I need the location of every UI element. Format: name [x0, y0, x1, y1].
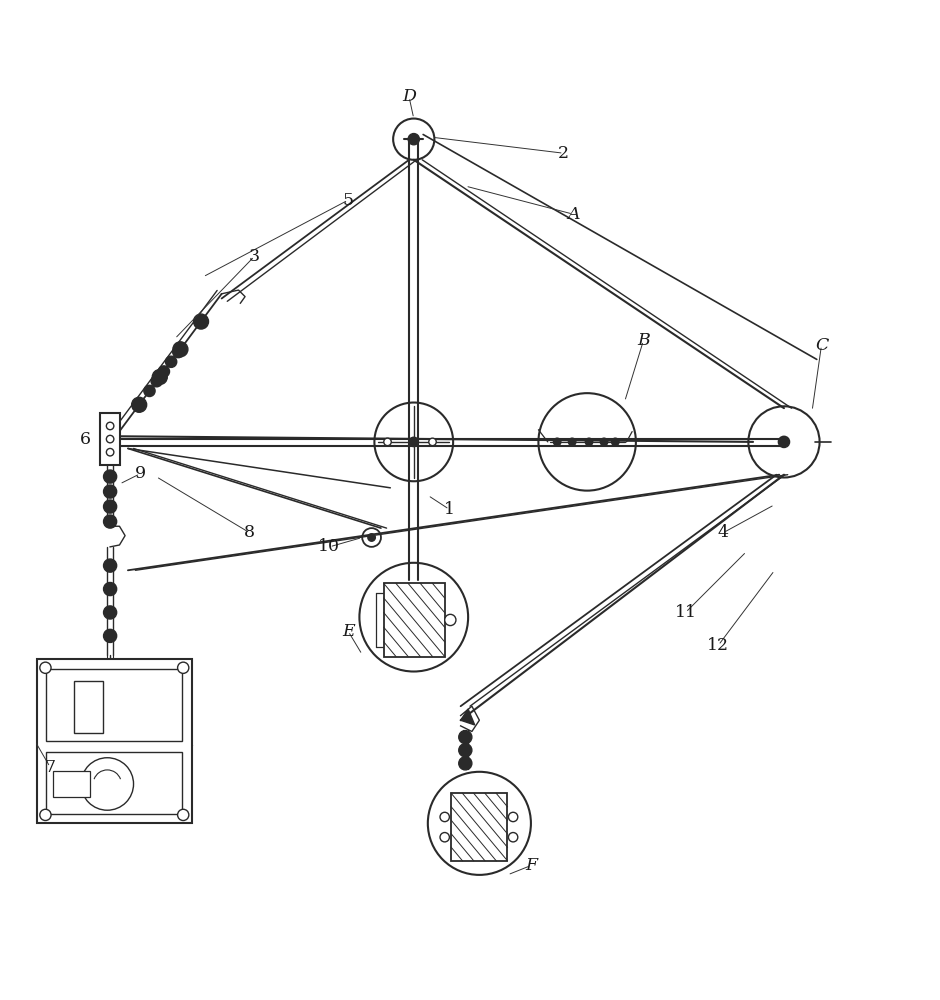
- Circle shape: [103, 470, 117, 483]
- Text: 9: 9: [134, 465, 146, 482]
- Circle shape: [429, 438, 436, 446]
- Text: 5: 5: [342, 192, 353, 209]
- Bar: [451, 793, 508, 861]
- Text: 8: 8: [244, 524, 256, 541]
- Circle shape: [103, 629, 117, 642]
- Circle shape: [586, 438, 593, 446]
- Circle shape: [103, 500, 117, 513]
- Bar: [53, 771, 90, 797]
- Text: 1: 1: [444, 501, 455, 518]
- Circle shape: [459, 744, 472, 757]
- Circle shape: [554, 438, 561, 446]
- Text: F: F: [525, 857, 537, 874]
- Circle shape: [509, 833, 518, 842]
- Text: A: A: [567, 206, 579, 223]
- Circle shape: [39, 809, 51, 821]
- Text: 10: 10: [319, 538, 340, 555]
- Circle shape: [368, 534, 375, 541]
- Text: D: D: [402, 88, 416, 105]
- Circle shape: [440, 833, 449, 842]
- Bar: [100, 413, 120, 465]
- Text: 11: 11: [675, 604, 697, 621]
- Text: B: B: [637, 332, 650, 349]
- Text: 3: 3: [249, 248, 260, 265]
- Circle shape: [194, 314, 209, 329]
- Circle shape: [384, 438, 391, 446]
- Bar: [37, 659, 192, 823]
- Circle shape: [459, 731, 472, 744]
- Circle shape: [103, 485, 117, 498]
- Text: 12: 12: [707, 637, 729, 654]
- Circle shape: [103, 606, 117, 619]
- Circle shape: [103, 582, 117, 596]
- Circle shape: [165, 356, 177, 367]
- Circle shape: [106, 448, 114, 456]
- Circle shape: [151, 376, 163, 387]
- Circle shape: [144, 385, 155, 397]
- Text: 4: 4: [717, 524, 728, 541]
- Circle shape: [132, 397, 147, 412]
- Bar: [74, 681, 102, 733]
- Circle shape: [106, 422, 114, 430]
- Circle shape: [408, 134, 419, 145]
- Bar: [384, 583, 445, 657]
- Circle shape: [509, 812, 518, 822]
- Text: E: E: [342, 623, 354, 640]
- Circle shape: [158, 366, 169, 377]
- Circle shape: [440, 812, 449, 822]
- Circle shape: [601, 438, 608, 446]
- Circle shape: [152, 370, 167, 385]
- Circle shape: [103, 515, 117, 528]
- Text: 2: 2: [558, 145, 570, 162]
- Circle shape: [569, 438, 576, 446]
- Bar: [46, 669, 182, 741]
- Circle shape: [178, 662, 189, 673]
- Circle shape: [173, 342, 188, 357]
- Text: 6: 6: [80, 431, 91, 448]
- Circle shape: [778, 436, 790, 448]
- Text: 7: 7: [44, 759, 55, 776]
- Circle shape: [459, 757, 472, 770]
- Polygon shape: [461, 709, 475, 725]
- Circle shape: [612, 438, 619, 446]
- Circle shape: [445, 614, 456, 626]
- Circle shape: [409, 437, 418, 447]
- Bar: [46, 752, 182, 814]
- Circle shape: [173, 346, 184, 358]
- Circle shape: [178, 809, 189, 821]
- Circle shape: [39, 662, 51, 673]
- Circle shape: [103, 559, 117, 572]
- Circle shape: [106, 435, 114, 443]
- Text: C: C: [815, 337, 828, 354]
